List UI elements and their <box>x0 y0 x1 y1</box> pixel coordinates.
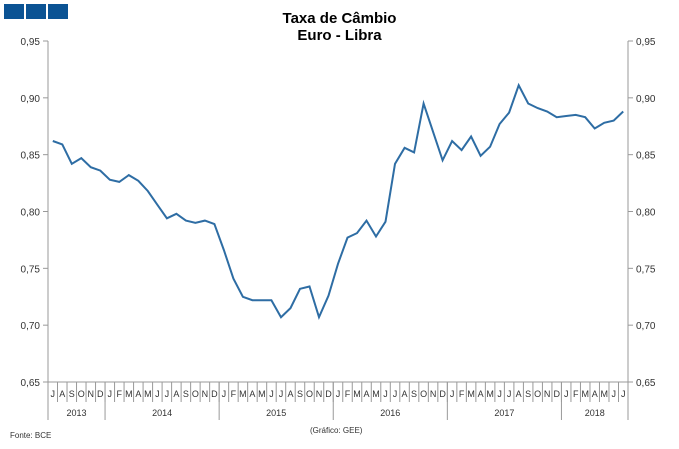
logo-block <box>4 4 24 19</box>
month-label: J <box>108 389 113 399</box>
month-label: N <box>316 389 323 399</box>
month-label: O <box>306 389 313 399</box>
month-label: S <box>525 389 531 399</box>
month-label: D <box>97 389 104 399</box>
month-label: J <box>497 389 502 399</box>
month-label: J <box>564 389 569 399</box>
month-label: A <box>402 389 408 399</box>
y-tick-label-right: 0,90 <box>636 94 656 105</box>
month-label: M <box>486 389 494 399</box>
month-label: A <box>59 389 65 399</box>
month-label: O <box>534 389 541 399</box>
chart-title: Taxa de Câmbio <box>282 10 397 27</box>
year-label: 2013 <box>67 408 87 418</box>
month-label: J <box>450 389 455 399</box>
month-label: J <box>269 389 274 399</box>
y-tick-label: 0,95 <box>21 37 41 48</box>
month-label: F <box>459 389 465 399</box>
month-label: F <box>231 389 237 399</box>
month-label: S <box>183 389 189 399</box>
month-label: J <box>393 389 398 399</box>
year-label: 2014 <box>152 408 172 418</box>
month-label: F <box>117 389 123 399</box>
month-label: J <box>165 389 170 399</box>
month-label: M <box>144 389 152 399</box>
month-label: M <box>372 389 380 399</box>
logo-block <box>48 4 68 19</box>
month-label: J <box>155 389 160 399</box>
month-label: M <box>353 389 361 399</box>
month-label: A <box>592 389 598 399</box>
y-tick-label-right: 0,65 <box>636 378 656 389</box>
year-label: 2016 <box>380 408 400 418</box>
month-label: M <box>467 389 475 399</box>
month-label: S <box>69 389 75 399</box>
y-tick-label-right: 0,80 <box>636 208 656 219</box>
month-label: S <box>297 389 303 399</box>
month-label: O <box>78 389 85 399</box>
month-label: N <box>202 389 209 399</box>
chart-subtitle: Euro - Libra <box>297 27 382 44</box>
month-label: N <box>430 389 437 399</box>
month-label: A <box>135 389 141 399</box>
month-label: M <box>258 389 266 399</box>
year-label: 2018 <box>585 408 605 418</box>
month-label: J <box>383 389 388 399</box>
month-label: A <box>478 389 484 399</box>
month-label: N <box>88 389 95 399</box>
y-tick-label: 0,65 <box>21 378 41 389</box>
credit-note: (Gráfico: GEE) <box>310 426 363 435</box>
y-tick-label: 0,80 <box>21 208 41 219</box>
series-line <box>52 82 624 321</box>
month-label: A <box>173 389 179 399</box>
month-label: A <box>249 389 255 399</box>
y-tick-label-right: 0,95 <box>636 37 656 48</box>
month-label: M <box>125 389 133 399</box>
month-label: J <box>621 389 626 399</box>
month-label: M <box>600 389 608 399</box>
month-label: F <box>345 389 351 399</box>
month-label: D <box>553 389 560 399</box>
month-label: D <box>211 389 218 399</box>
month-label: M <box>239 389 247 399</box>
year-label: 2015 <box>266 408 286 418</box>
month-label: D <box>439 389 446 399</box>
month-label: A <box>364 389 370 399</box>
y-tick-label: 0,85 <box>21 151 41 162</box>
month-label: J <box>222 389 227 399</box>
month-label: O <box>192 389 199 399</box>
y-tick-label: 0,75 <box>21 264 41 275</box>
y-tick-label-right: 0,85 <box>636 151 656 162</box>
logo-block <box>26 4 46 19</box>
month-label: M <box>581 389 589 399</box>
year-label: 2017 <box>494 408 514 418</box>
month-label: S <box>411 389 417 399</box>
y-tick-label-right: 0,70 <box>636 321 656 332</box>
month-label: J <box>336 389 341 399</box>
y-tick-label: 0,70 <box>21 321 41 332</box>
month-label: A <box>516 389 522 399</box>
month-label: J <box>51 389 56 399</box>
y-tick-label: 0,90 <box>21 94 41 105</box>
month-label: D <box>325 389 332 399</box>
month-label: J <box>611 389 616 399</box>
month-label: O <box>420 389 427 399</box>
month-label: A <box>287 389 293 399</box>
y-tick-label-right: 0,75 <box>636 264 656 275</box>
month-label: N <box>544 389 551 399</box>
month-label: J <box>279 389 284 399</box>
source-note: Fonte: BCE <box>10 431 52 440</box>
month-label: F <box>573 389 579 399</box>
month-label: J <box>507 389 512 399</box>
